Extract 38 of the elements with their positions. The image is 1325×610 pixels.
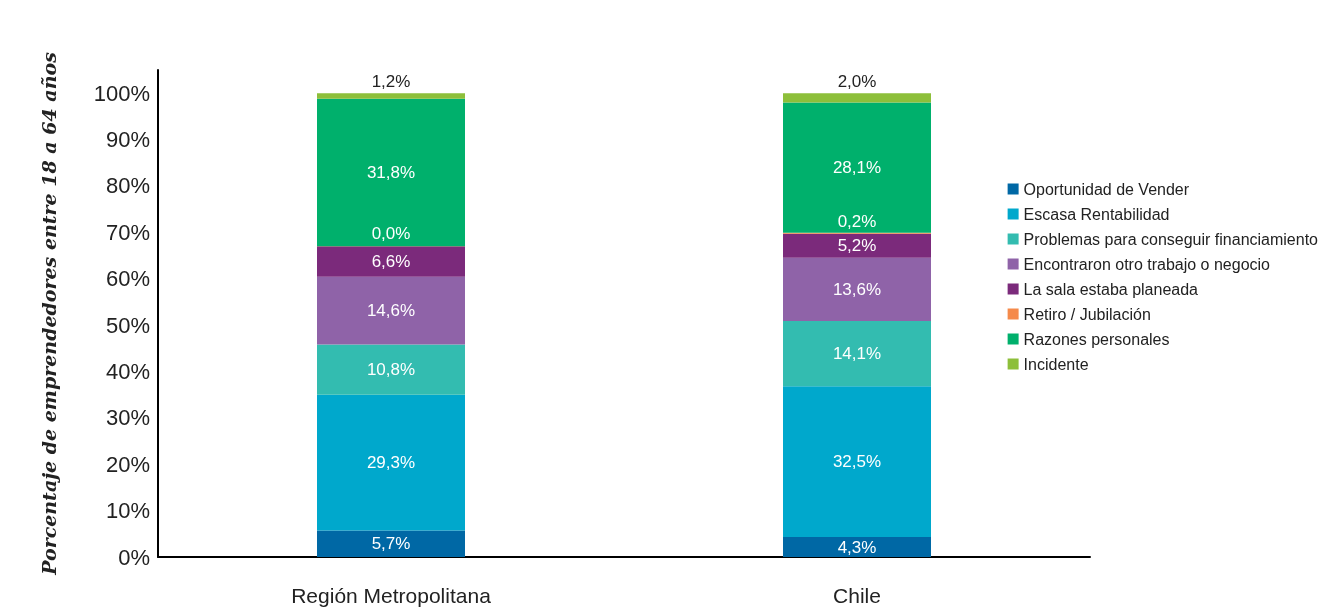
legend-label: Incidente <box>1023 355 1089 373</box>
data-label: 0,2% <box>837 211 877 231</box>
legend-label: Problemas para conseguir financiamiento <box>1023 230 1319 248</box>
data-label: 14,1% <box>832 344 882 364</box>
legend-label: La sala estaba planeada <box>1023 280 1199 298</box>
data-label: 1,2% <box>371 72 411 92</box>
data-label: 29,3% <box>366 453 416 473</box>
data-label: 28,1% <box>832 158 882 178</box>
data-label: 5,7% <box>371 534 411 554</box>
y-axis-title: Porcentaje de emprendedores entre 18 a 64 años <box>37 51 60 576</box>
legend-label: Retiro / Jubilación <box>1023 305 1151 323</box>
legend-label: Escasa Rentabilidad <box>1023 205 1170 223</box>
y-tick-label: 60% <box>105 266 150 292</box>
data-label: 5,2% <box>837 236 877 256</box>
y-tick-label: 70% <box>105 219 150 245</box>
y-tick-label: 10% <box>105 498 150 524</box>
data-label: 31,8% <box>366 163 416 182</box>
data-label: 2,0% <box>837 72 877 92</box>
x-tick-label: Chile <box>833 584 881 607</box>
y-tick-label: 20% <box>105 451 150 477</box>
y-tick-label: 30% <box>105 405 150 431</box>
legend-label: Razones personales <box>1023 330 1170 348</box>
legend-label: Encontraron otro trabajo o negocio <box>1023 255 1271 273</box>
y-tick-label: 80% <box>105 173 150 199</box>
y-tick-label: 90% <box>105 127 150 153</box>
x-tick-label: Región Metropolitana <box>291 584 492 607</box>
data-label: 4,3% <box>837 537 877 557</box>
data-label: 13,6% <box>832 279 882 299</box>
y-tick-label: 40% <box>105 358 150 384</box>
data-label: 32,5% <box>832 452 882 472</box>
data-label: 6,6% <box>371 252 411 272</box>
data-label: 0,0% <box>371 224 411 244</box>
data-label: 14,6% <box>366 301 416 321</box>
y-tick-label: 100% <box>93 80 150 106</box>
y-tick-label: 0% <box>118 544 150 570</box>
data-label: 10,8% <box>366 360 416 380</box>
y-tick-label: 50% <box>105 312 150 338</box>
legend-label: Oportunidad de Vender <box>1023 180 1190 198</box>
